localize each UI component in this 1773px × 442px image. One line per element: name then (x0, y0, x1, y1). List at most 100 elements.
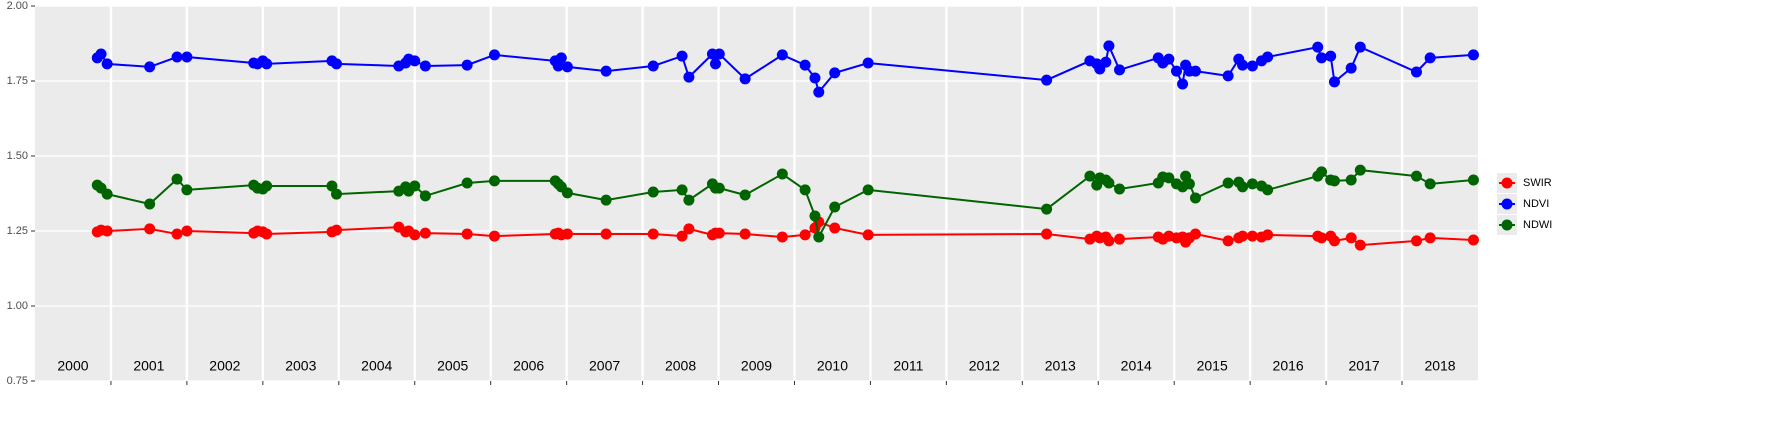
x-tick-label: 2004 (361, 358, 392, 374)
data-point (713, 182, 725, 194)
x-tick-label: 2014 (1121, 358, 1152, 374)
data-point (171, 51, 183, 63)
x-tick-label: 2002 (209, 358, 240, 374)
x-tick-label: 2016 (1273, 358, 1304, 374)
data-point (331, 224, 343, 236)
data-point (862, 229, 874, 241)
legend-label: NDWI (1523, 219, 1552, 231)
data-point (409, 229, 421, 241)
data-point (799, 184, 811, 196)
x-tick-label: 2005 (437, 358, 468, 374)
data-point (1325, 50, 1337, 62)
legend-key-point (1501, 219, 1513, 231)
y-tick-label: 1.25 (7, 225, 28, 237)
data-point (1041, 203, 1053, 215)
data-point (676, 184, 688, 196)
data-point (829, 67, 841, 79)
data-point (181, 225, 193, 237)
data-point (1103, 235, 1115, 247)
legend-label: NDVI (1523, 198, 1549, 210)
data-point (829, 222, 841, 234)
data-point (1467, 174, 1479, 186)
data-point (1222, 70, 1234, 82)
data-point (461, 177, 473, 189)
data-point (1262, 184, 1274, 196)
data-point (647, 186, 659, 198)
data-point (326, 180, 338, 192)
data-point (1163, 53, 1175, 65)
data-point (600, 228, 612, 240)
data-point (1262, 229, 1274, 241)
data-point (419, 60, 431, 72)
x-tick-label: 2010 (817, 358, 848, 374)
x-tick-label: 2000 (57, 358, 88, 374)
data-point (862, 184, 874, 196)
data-point (1114, 64, 1126, 76)
data-point (1237, 59, 1249, 71)
y-tick-label: 1.50 (7, 150, 28, 162)
data-point (1316, 166, 1328, 178)
data-point (1354, 239, 1366, 251)
data-point (809, 210, 821, 222)
data-point (1237, 230, 1249, 242)
data-point (799, 229, 811, 241)
legend-key-point (1501, 177, 1513, 189)
data-point (1246, 178, 1258, 190)
data-point (1424, 52, 1436, 64)
data-point (862, 57, 874, 69)
x-tick-label: 2015 (1197, 358, 1228, 374)
data-point (1237, 181, 1249, 193)
data-point (1114, 183, 1126, 195)
data-point (1222, 235, 1234, 247)
data-point (713, 48, 725, 60)
data-point (1316, 52, 1328, 64)
data-point (1189, 192, 1201, 204)
data-point (488, 230, 500, 242)
data-point (331, 58, 343, 70)
data-point (600, 65, 612, 77)
data-point (144, 61, 156, 73)
data-point (676, 50, 688, 62)
data-point (261, 228, 273, 240)
data-point (799, 59, 811, 71)
data-point (561, 228, 573, 240)
data-point (776, 168, 788, 180)
data-point (647, 228, 659, 240)
data-point (1103, 40, 1115, 52)
data-point (144, 223, 156, 235)
data-point (1328, 235, 1340, 247)
data-point (261, 180, 273, 192)
data-point (1100, 56, 1112, 68)
legend-key-point (1501, 198, 1513, 210)
plot-panel (35, 6, 1478, 381)
x-tick-label: 2006 (513, 358, 544, 374)
x-tick-label: 2011 (893, 358, 923, 374)
data-point (181, 184, 193, 196)
data-point (461, 59, 473, 71)
data-point (1345, 62, 1357, 74)
data-point (488, 49, 500, 61)
x-tick-label: 2001 (133, 358, 164, 374)
data-point (1183, 178, 1195, 190)
data-point (1170, 65, 1182, 77)
data-point (488, 175, 500, 187)
data-point (171, 173, 183, 185)
x-tick-label: 2007 (589, 358, 620, 374)
data-point (809, 72, 821, 84)
data-point (1177, 78, 1189, 90)
data-point (1328, 175, 1340, 187)
data-point (171, 228, 183, 240)
data-point (713, 227, 725, 239)
data-point (1114, 233, 1126, 245)
data-point (1424, 178, 1436, 190)
data-point (647, 60, 659, 72)
x-tick-label: 2017 (1349, 358, 1380, 374)
data-point (776, 231, 788, 243)
data-point (1424, 232, 1436, 244)
data-point (419, 190, 431, 202)
data-point (1222, 177, 1234, 189)
data-point (101, 225, 113, 237)
y-tick-label: 1.00 (7, 300, 28, 312)
data-point (1262, 51, 1274, 63)
